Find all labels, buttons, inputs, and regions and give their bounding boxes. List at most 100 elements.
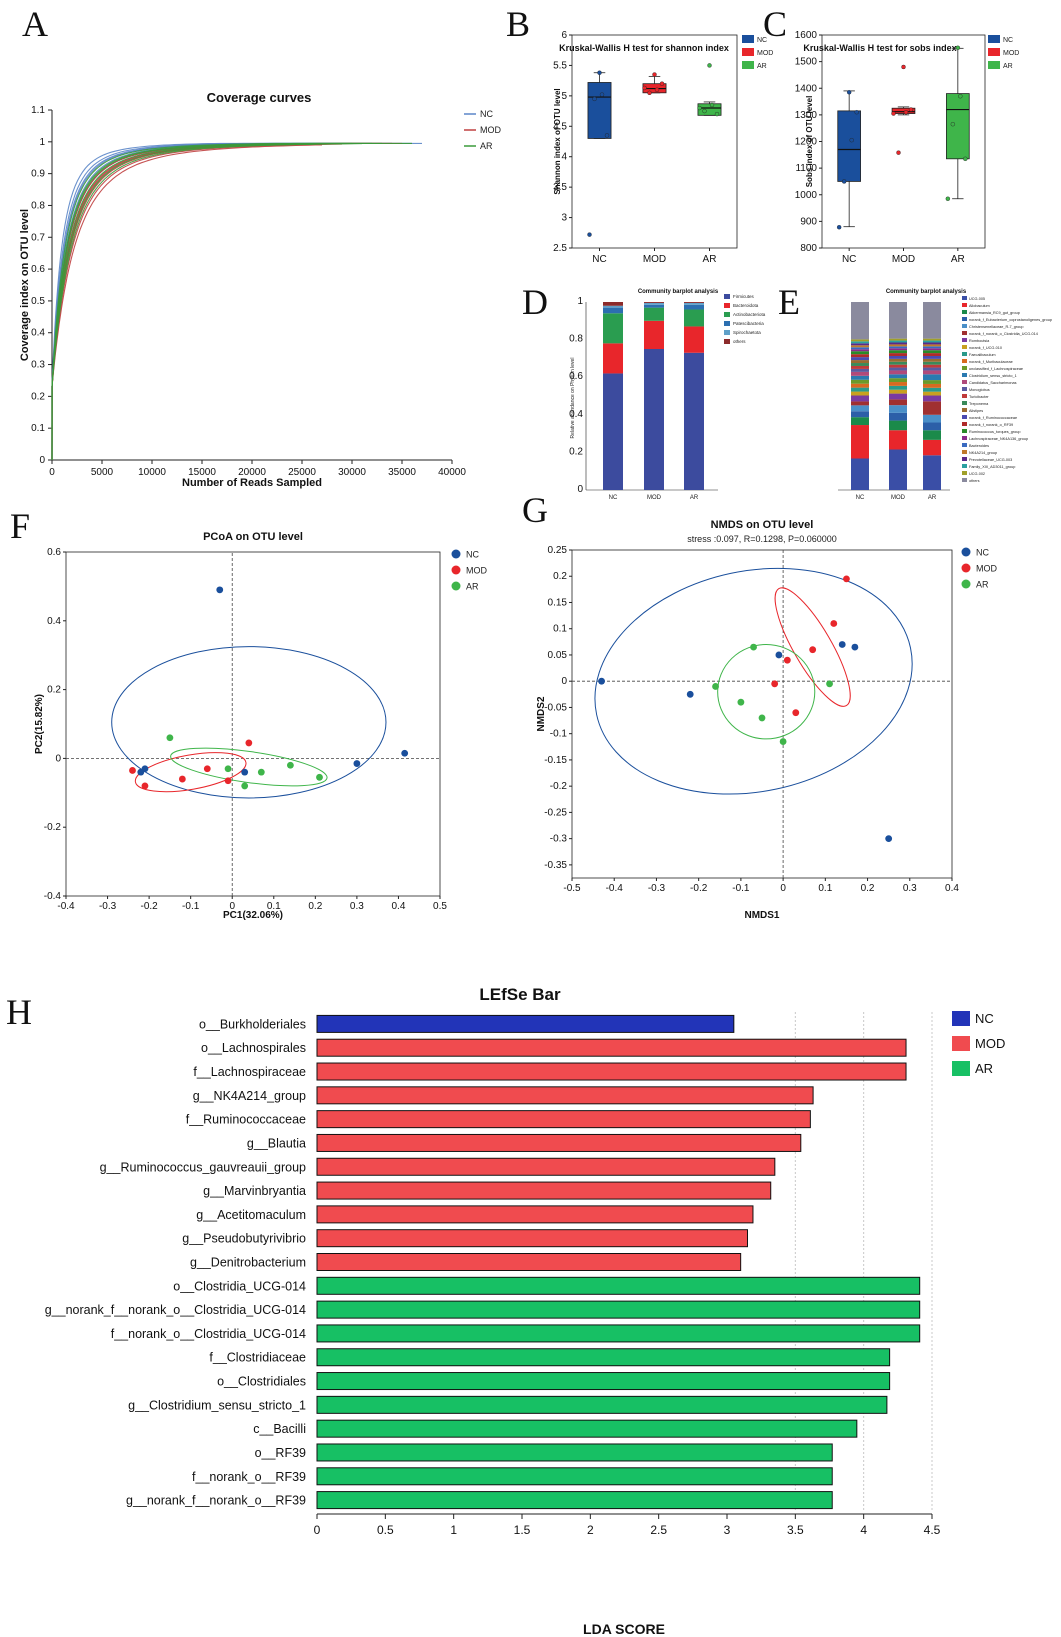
bar-segment-Treponema xyxy=(889,361,907,365)
x-tick-label: AR xyxy=(928,495,937,501)
point-NC xyxy=(775,651,783,659)
bar-segment-Christensenellaceae_R-7_group xyxy=(889,405,907,413)
legend-label: MOD xyxy=(976,564,997,574)
legend-swatch xyxy=(962,324,967,328)
taxon-label: c__Bacilli xyxy=(253,1422,306,1436)
x-tick-label: 0.1 xyxy=(267,901,281,912)
data-point xyxy=(841,179,847,184)
data-point xyxy=(901,64,906,70)
bar-segment-Bacteroides xyxy=(923,346,941,349)
point-MOD xyxy=(203,765,211,773)
chart-subtitle: stress :0.097, R=0.1298, P=0.060000 xyxy=(687,534,837,544)
x-axis-label: PC1(32.06%) xyxy=(223,910,283,921)
x-tick-label: 40000 xyxy=(438,467,466,478)
taxon-label: o__Clostridiales xyxy=(217,1375,306,1389)
legend-label: norank_f_Muribaculaceae xyxy=(969,360,1013,364)
x-tick-label: NC xyxy=(592,254,606,265)
panel-letter-D: D xyxy=(522,282,548,322)
y-tick-label: 0 xyxy=(39,455,45,466)
y-tick-label: 0.1 xyxy=(31,423,45,434)
data-point xyxy=(659,81,665,86)
legend-label: Firmicutes xyxy=(733,294,755,299)
legend-swatch xyxy=(724,339,730,344)
data-point xyxy=(707,63,712,68)
legend-marker xyxy=(451,581,461,591)
data-point xyxy=(950,121,956,127)
legend-label: Clostridium_sensu_stricto_1 xyxy=(969,374,1017,378)
y-tick-label: 0.7 xyxy=(31,232,45,243)
legend-label: NC xyxy=(976,548,989,558)
point-NC xyxy=(838,641,846,648)
bar-segment-NK4A214_group xyxy=(889,344,907,347)
bar-segment-Family_XIII_AD3011_group xyxy=(889,340,907,343)
point-NC xyxy=(851,643,859,651)
point-AR xyxy=(257,768,265,776)
bar-segment-norank_f_Ruminococcaceae xyxy=(889,355,907,359)
bar-segment-norank_f_norank_o_Clostridia_UCG-014 xyxy=(851,401,869,406)
curve-AR xyxy=(51,143,343,460)
curve-AR xyxy=(51,142,372,460)
taxon-label: o__Clostridia_UCG-014 xyxy=(173,1279,306,1293)
legend-swatch xyxy=(962,457,967,461)
y-tick-label: 0.25 xyxy=(548,545,568,556)
x-axis-label: LDA SCORE xyxy=(583,1621,665,1637)
x-tick-label: 0.2 xyxy=(861,883,875,894)
bar-segment-others xyxy=(603,302,623,306)
bar-segment-Christensenellaceae_R-7_group xyxy=(923,414,941,423)
panel-letter-A: A xyxy=(22,4,48,44)
y-tick-label: -0.2 xyxy=(44,822,62,833)
legend-label: AR xyxy=(480,141,493,151)
legend-swatch xyxy=(742,48,754,56)
bar-segment-Firmicutes xyxy=(684,352,704,490)
bar-segment-Candidatus_Saccharimonas xyxy=(851,371,869,376)
ellipse-AR xyxy=(170,747,328,787)
x-tick-label: 0 xyxy=(229,901,235,912)
legend-label: norank_f_UCG-010 xyxy=(969,346,1002,350)
bar-segment-Firmicutes xyxy=(644,349,664,490)
bar-segment-norank_f_norank_o_RF39 xyxy=(851,354,869,358)
legend-swatch xyxy=(962,401,967,405)
bar-segment-Allobaculum xyxy=(889,430,907,450)
lda-bar-g__Pseudobutyrivibrio xyxy=(316,1229,748,1248)
lefse-chart: LEfSe Bar 0 0.5 1 1.5 2 2.5 3 3.5 4 4.5 LDA SCORE o_… xyxy=(45,985,1006,1637)
data-point xyxy=(647,90,652,96)
panel-letter-G: G xyxy=(522,490,548,530)
legend-label: Faecalibaculum xyxy=(969,353,996,357)
y-tick-label: 900 xyxy=(800,216,817,227)
legend-marker xyxy=(961,563,971,573)
panel-letter-C: C xyxy=(763,4,787,44)
bar-segment-norank_f_UCG-010 xyxy=(851,391,869,396)
taxon-label: f__Ruminococcaceae xyxy=(186,1113,306,1127)
point-AR xyxy=(316,773,323,781)
y-tick-label: -0.1 xyxy=(550,729,568,740)
legend-marker xyxy=(451,565,461,575)
x-tick-label: -0.4 xyxy=(606,883,624,894)
bar-segment-norank_f_norank_o_Clostridia_UCG-014 xyxy=(923,401,941,415)
data-point xyxy=(963,156,968,162)
lda-bar-o__Clostridiales xyxy=(316,1372,891,1391)
y-tick-label: -0.05 xyxy=(544,702,567,713)
x-tick-label: 30000 xyxy=(338,467,366,478)
x-tick-label: 0.3 xyxy=(903,883,917,894)
legend-label: AR xyxy=(757,63,767,70)
legend-label: NK4A214_group xyxy=(969,451,997,455)
y-tick-label: 4.5 xyxy=(553,121,567,132)
lda-bar-g__norank_f__norank_o__Clostridia_UCG-014 xyxy=(316,1300,921,1319)
data-point xyxy=(652,72,657,77)
y-tick-label: 0.4 xyxy=(31,328,45,339)
bar-segment-Bacteroides xyxy=(851,347,869,350)
bar-segment-norank_f_Muribaculaceae xyxy=(851,383,869,388)
legend-swatch xyxy=(962,373,967,377)
point-NC xyxy=(141,765,149,773)
bar-segment-Allobaculum xyxy=(851,425,869,459)
box-chart-B: Kruskal-Wallis H test for shannon index 2… xyxy=(553,30,773,265)
legend-label: Allobaculum xyxy=(969,304,990,308)
bar-segment-norank_f_Eubacterium_coprostanoligenes_group xyxy=(851,411,869,418)
taxon-label: g__Denitrobacterium xyxy=(190,1256,306,1270)
bar-segment-Patescibacteria xyxy=(644,304,664,308)
legend-swatch xyxy=(962,345,967,349)
bar-segment-others xyxy=(923,302,941,339)
y-tick-label: 4 xyxy=(561,152,567,163)
y-tick-label: 6 xyxy=(561,30,567,41)
